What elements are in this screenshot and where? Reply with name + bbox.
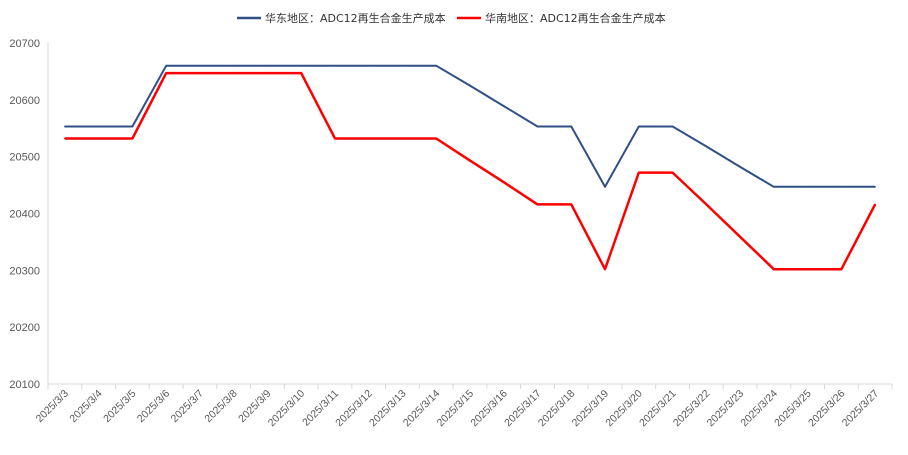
data-point: [300, 64, 303, 67]
data-point: [435, 64, 438, 67]
data-point: [266, 64, 269, 67]
x-tick-label: 2025/3/3: [34, 388, 71, 425]
data-point: [671, 171, 674, 174]
data-point: [502, 105, 505, 107]
data-point: [266, 72, 269, 74]
data-point: [300, 72, 303, 74]
data-point: [840, 185, 843, 188]
data-point: [604, 268, 606, 270]
data-point: [536, 203, 539, 206]
data-point: [401, 64, 404, 67]
data-point: [469, 84, 471, 87]
legend-label-2: 华南地区：ADC12再生合金生产成本: [485, 11, 666, 25]
data-point: [165, 72, 167, 74]
data-point: [638, 171, 640, 174]
legend: 华东地区：ADC12再生合金生产成本 华南地区：ADC12再生合金生产成本: [237, 11, 666, 25]
data-point: [604, 185, 606, 188]
legend-label-1: 华东地区：ADC12再生合金生产成本: [265, 11, 446, 25]
x-axis: 2025/3/32025/3/42025/3/52025/3/62025/3/7…: [34, 383, 893, 430]
y-tick-label: 20600: [9, 95, 40, 107]
data-point: [64, 125, 66, 128]
y-tick-label: 20500: [9, 152, 40, 164]
data-point: [131, 125, 134, 128]
data-point: [806, 268, 809, 270]
data-point: [367, 64, 370, 67]
data-point: [97, 137, 100, 140]
data-point: [97, 125, 100, 128]
y-tick-label: 20700: [9, 38, 40, 50]
data-point: [334, 137, 336, 140]
data-point: [739, 236, 741, 238]
data-point: [334, 64, 336, 67]
data-point: [773, 268, 775, 270]
data-point: [570, 125, 573, 128]
x-tick-label: 2025/3/27: [840, 388, 882, 430]
data-point: [806, 185, 809, 188]
data-point: [199, 72, 201, 74]
data-point: [232, 64, 235, 67]
data-point: [232, 72, 235, 74]
data-point: [705, 203, 708, 206]
data-point: [401, 137, 404, 140]
data-point: [502, 181, 505, 184]
data-point: [840, 268, 843, 270]
x-tick-label: 2025/3/8: [202, 388, 239, 425]
data-point: [739, 166, 741, 168]
y-tick-label: 20400: [9, 209, 40, 221]
data-point: [570, 203, 573, 206]
data-point: [638, 125, 640, 128]
series-line-1: [64, 64, 876, 188]
data-point: [705, 145, 708, 148]
x-tick-label: 2025/3/7: [169, 388, 206, 425]
data-point: [773, 185, 775, 188]
series-line-2: [64, 71, 877, 271]
y-axis: 20100 20200 20300 20400 20500 20600 20700: [9, 38, 49, 391]
data-point: [671, 125, 674, 128]
x-tick-label: 2025/3/5: [101, 388, 138, 425]
data-point: [536, 125, 539, 128]
data-point: [367, 137, 370, 140]
data-point: [874, 203, 876, 206]
data-point: [874, 185, 876, 188]
x-tick-label: 2025/3/10: [266, 388, 308, 430]
data-point: [64, 137, 66, 140]
y-tick-label: 20100: [9, 379, 40, 391]
data-point: [131, 137, 134, 140]
x-tick-label: 2025/3/4: [67, 388, 104, 425]
data-point: [165, 64, 167, 67]
data-point: [469, 159, 471, 162]
x-tick-label: 2025/3/6: [135, 388, 172, 425]
data-point: [435, 137, 438, 140]
data-point: [199, 64, 201, 67]
y-tick-label: 20300: [9, 265, 40, 277]
y-tick-label: 20200: [9, 322, 40, 334]
series-group: [64, 64, 877, 271]
